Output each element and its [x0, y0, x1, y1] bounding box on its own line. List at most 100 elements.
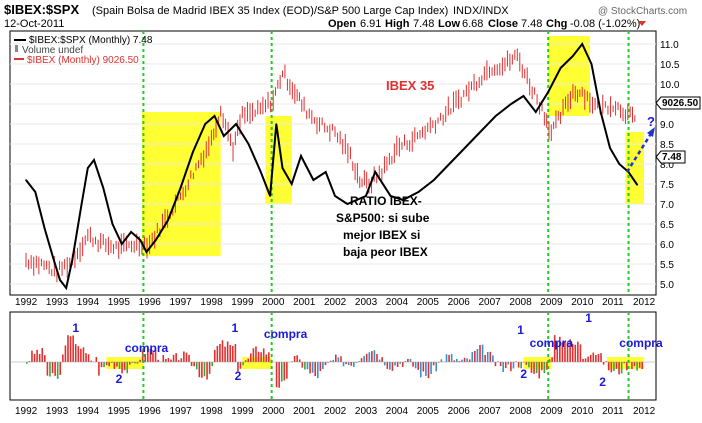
osc-bar [481, 344, 484, 362]
osc-bar [252, 348, 255, 362]
ratio-point [71, 259, 74, 261]
osc-bar [31, 350, 33, 362]
ratio-point [139, 239, 142, 241]
x-tick-label: 2005 [417, 406, 440, 417]
osc-bar [172, 354, 175, 362]
exchange-label: INDX/INDX [453, 5, 509, 17]
x-tick-label: 1993 [46, 406, 69, 417]
ratio-point [572, 55, 574, 57]
ratio-point [213, 115, 216, 117]
osc-bar [286, 362, 288, 379]
low-value: 6.68 [462, 18, 483, 30]
osc-bar [399, 362, 401, 364]
osc-bar [322, 362, 324, 370]
osc-bar [229, 344, 232, 362]
osc-bar [528, 362, 530, 368]
y-tick-label: 5.5 [660, 260, 674, 271]
osc-bar [625, 362, 628, 371]
osc-bar [309, 362, 311, 374]
open-label: Open [328, 18, 356, 30]
osc-bar [206, 362, 208, 380]
osc-bar [44, 355, 46, 362]
osc-bar [82, 347, 85, 362]
osc-marker: compra [530, 336, 574, 350]
osc-bar [497, 361, 499, 362]
osc-bar [422, 362, 425, 372]
osc-bar [368, 352, 371, 362]
osc-bar [350, 362, 353, 366]
osc-bar [335, 354, 337, 362]
ratio-point [346, 203, 349, 205]
osc-bar [445, 354, 448, 362]
chart-symbol: $IBEX:$SPX [4, 2, 79, 17]
osc-bar [85, 353, 87, 362]
ratio-point [494, 115, 497, 117]
osc-bar [116, 362, 118, 367]
chart-date: 12-Oct-2011 [4, 18, 64, 30]
osc-bar [162, 355, 165, 362]
osc-bar [319, 362, 322, 372]
x-tick-label: 1994 [77, 406, 100, 417]
x-tick-label: 1999 [231, 297, 254, 308]
osc-bar [51, 362, 54, 374]
osc-bar [389, 362, 391, 370]
osc-bar [244, 360, 247, 362]
osc-bar [257, 351, 260, 362]
y-tick-label: 7.5 [660, 180, 674, 191]
osc-bar [577, 341, 579, 362]
x-tick-label: 2011 [602, 406, 624, 417]
x-tick-label: 2011 [602, 297, 624, 308]
x-tick-label: 2005 [417, 297, 440, 308]
osc-bar [193, 362, 195, 367]
osc-bar [499, 362, 502, 367]
osc-bar [301, 362, 304, 368]
osc-bar [587, 356, 589, 362]
osc-bar [95, 356, 98, 362]
x-tick-label: 2000 [262, 406, 285, 417]
osc-bar [157, 359, 159, 362]
highlight-box [265, 116, 292, 204]
osc-bar [129, 362, 131, 365]
osc-bar [525, 362, 528, 365]
ratio-point [300, 155, 302, 157]
osc-bar [329, 360, 332, 362]
osc-bar [492, 355, 494, 362]
x-tick-label: 2010 [571, 297, 594, 308]
osc-bar [177, 360, 180, 362]
ratio-point [53, 259, 55, 261]
ratio-point [222, 135, 225, 137]
osc-bar [381, 357, 383, 362]
osc-bar [559, 336, 561, 362]
osc-bar [190, 362, 193, 367]
highlight-box [548, 36, 590, 116]
osc-bar [615, 362, 618, 369]
osc-bar [74, 344, 77, 362]
ratio-point [130, 231, 132, 233]
ratio-point [34, 191, 37, 193]
osc-bar [175, 353, 177, 362]
x-tick-label: 1992 [15, 406, 38, 417]
osc-bar [551, 357, 553, 362]
osc-bar [316, 362, 319, 379]
ratio-text-line: baja peor IBEX [343, 245, 428, 259]
osc-bar [623, 362, 625, 364]
ratio-point [154, 239, 157, 241]
osc-bar [38, 353, 41, 362]
osc-bar [425, 362, 427, 376]
osc-bar [64, 345, 67, 362]
osc-bar [234, 344, 237, 362]
osc-bar [468, 359, 471, 362]
osc-bar [510, 362, 512, 372]
osc-bar [602, 362, 605, 365]
osc-bar [541, 362, 543, 371]
osc-bar [358, 361, 360, 362]
x-tick-label: 2004 [386, 406, 409, 417]
ratio-point [433, 179, 435, 181]
x-tick-label: 1992 [15, 297, 38, 308]
osc-bar [221, 340, 224, 362]
osc-bar [605, 361, 607, 362]
osc-bar [376, 354, 378, 362]
x-tick-label: 2004 [386, 297, 409, 308]
osc-bar [201, 362, 203, 378]
x-tick-label: 2003 [355, 406, 378, 417]
